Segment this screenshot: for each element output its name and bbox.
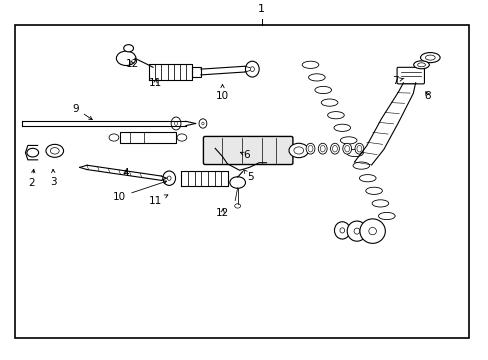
Ellipse shape	[167, 176, 171, 180]
Text: 8: 8	[424, 91, 430, 101]
Ellipse shape	[318, 143, 326, 154]
Ellipse shape	[332, 145, 337, 152]
FancyBboxPatch shape	[396, 67, 424, 84]
Text: 4: 4	[122, 168, 129, 179]
Circle shape	[234, 204, 240, 208]
Ellipse shape	[320, 145, 325, 152]
Text: 12: 12	[125, 59, 139, 69]
Text: 5: 5	[243, 170, 253, 182]
Ellipse shape	[378, 212, 394, 220]
Text: 1: 1	[258, 4, 264, 14]
Text: 9: 9	[72, 104, 92, 120]
Ellipse shape	[420, 53, 439, 63]
Ellipse shape	[245, 61, 259, 77]
Ellipse shape	[413, 61, 428, 69]
Ellipse shape	[425, 55, 434, 60]
Ellipse shape	[321, 99, 337, 106]
Text: 2: 2	[28, 169, 35, 189]
Ellipse shape	[365, 187, 382, 194]
Bar	[192, 67, 201, 77]
Ellipse shape	[356, 145, 361, 152]
Circle shape	[50, 148, 59, 154]
Circle shape	[123, 45, 133, 52]
Circle shape	[109, 134, 119, 141]
Text: 11: 11	[148, 195, 167, 207]
Ellipse shape	[346, 149, 363, 157]
Ellipse shape	[250, 67, 254, 72]
Text: 7: 7	[391, 76, 403, 86]
Ellipse shape	[174, 122, 177, 125]
Circle shape	[116, 51, 136, 66]
Ellipse shape	[202, 122, 203, 125]
Ellipse shape	[171, 117, 181, 130]
Ellipse shape	[417, 63, 425, 67]
Text: 10: 10	[113, 181, 166, 202]
Text: 3: 3	[50, 169, 57, 187]
FancyBboxPatch shape	[203, 136, 292, 165]
Ellipse shape	[333, 124, 350, 131]
Ellipse shape	[352, 162, 369, 169]
Ellipse shape	[327, 112, 344, 119]
Circle shape	[27, 148, 39, 157]
Circle shape	[288, 143, 308, 158]
Ellipse shape	[334, 222, 349, 239]
Circle shape	[293, 147, 303, 154]
Ellipse shape	[340, 137, 356, 144]
Ellipse shape	[346, 221, 366, 241]
Bar	[15, 25, 468, 338]
Text: 11: 11	[148, 78, 162, 88]
Ellipse shape	[305, 143, 314, 154]
Ellipse shape	[344, 145, 349, 152]
Ellipse shape	[371, 200, 388, 207]
Ellipse shape	[307, 145, 312, 152]
Ellipse shape	[314, 86, 331, 94]
Circle shape	[46, 144, 63, 157]
Ellipse shape	[353, 228, 359, 234]
Ellipse shape	[368, 228, 376, 235]
Circle shape	[177, 134, 186, 141]
Ellipse shape	[163, 171, 175, 185]
Circle shape	[229, 177, 245, 188]
Ellipse shape	[339, 228, 344, 233]
Text: 12: 12	[215, 208, 229, 218]
Ellipse shape	[308, 74, 325, 81]
Bar	[120, 132, 176, 143]
Ellipse shape	[342, 143, 351, 154]
Ellipse shape	[302, 61, 318, 68]
Ellipse shape	[354, 143, 363, 154]
Ellipse shape	[330, 143, 339, 154]
Text: 6: 6	[240, 150, 250, 161]
Text: 10: 10	[216, 85, 228, 101]
Ellipse shape	[199, 119, 206, 128]
Ellipse shape	[359, 219, 385, 243]
Ellipse shape	[359, 175, 375, 182]
